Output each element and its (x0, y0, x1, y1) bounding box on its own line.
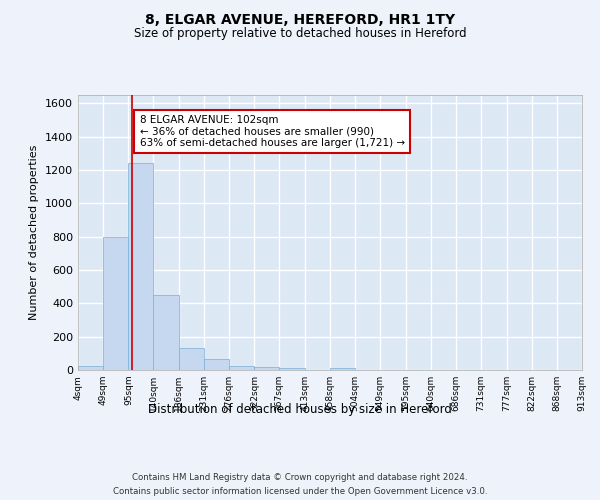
Bar (229, 366, 254, 370)
Bar (279, 368, 305, 370)
Bar (128, 164, 154, 370)
Bar (78, 366, 103, 370)
Bar (330, 368, 355, 370)
Bar (154, 295, 179, 370)
Text: 8 ELGAR AVENUE: 102sqm
← 36% of detached houses are smaller (990)
63% of semi-de: 8 ELGAR AVENUE: 102sqm ← 36% of detached… (140, 115, 404, 148)
Bar (103, 236, 128, 370)
Text: Contains public sector information licensed under the Open Government Licence v3: Contains public sector information licen… (113, 488, 487, 496)
Bar (204, 359, 229, 370)
Bar (254, 366, 279, 370)
Text: 8, ELGAR AVENUE, HEREFORD, HR1 1TY: 8, ELGAR AVENUE, HEREFORD, HR1 1TY (145, 12, 455, 26)
Y-axis label: Number of detached properties: Number of detached properties (29, 145, 40, 320)
Text: Distribution of detached houses by size in Hereford: Distribution of detached houses by size … (148, 402, 452, 415)
Text: Contains HM Land Registry data © Crown copyright and database right 2024.: Contains HM Land Registry data © Crown c… (132, 472, 468, 482)
Text: Size of property relative to detached houses in Hereford: Size of property relative to detached ho… (134, 28, 466, 40)
Bar (179, 348, 204, 370)
